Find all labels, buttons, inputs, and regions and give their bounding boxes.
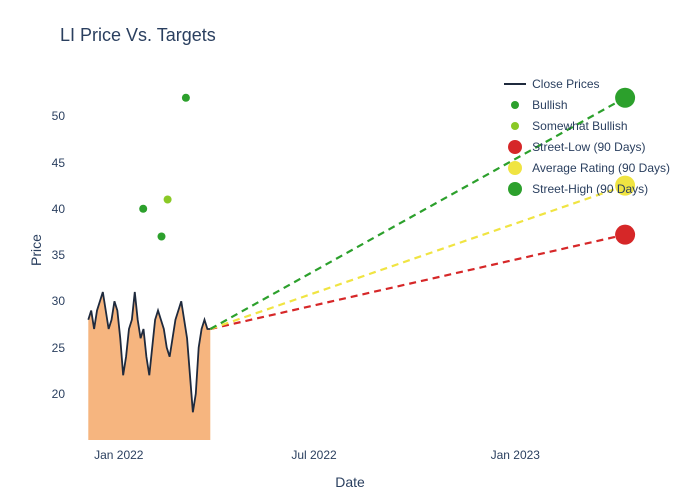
legend-item: Close Prices (504, 75, 670, 93)
chart-container: LI Price Vs. Targets Price Date 20 25 30 35… (0, 0, 700, 500)
legend: Close Prices Bullish Somewhat Bullish Stree… (504, 75, 670, 201)
x-tick: Jul 2022 (291, 448, 336, 462)
legend-item: Street-Low (90 Days) (504, 138, 670, 156)
y-tick: 50 (45, 109, 65, 123)
legend-item: Somewhat Bullish (504, 117, 670, 135)
legend-marker (511, 101, 519, 109)
projection-average (210, 186, 625, 329)
projection-dot-street_low (615, 225, 635, 245)
legend-marker (508, 161, 522, 175)
chart-title: LI Price Vs. Targets (50, 20, 680, 46)
legend-marker (508, 140, 522, 154)
x-tick: Jan 2022 (94, 448, 143, 462)
legend-marker (508, 182, 522, 196)
y-axis-label: Price (28, 234, 44, 266)
legend-label: Average Rating (90 Days) (532, 161, 670, 175)
y-tick: 45 (45, 156, 65, 170)
legend-label: Close Prices (532, 77, 599, 91)
y-tick: 35 (45, 248, 65, 262)
legend-marker (511, 122, 519, 130)
legend-label: Street-High (90 Days) (532, 182, 648, 196)
projection-street_low (210, 235, 625, 329)
bullish-dot (139, 205, 147, 213)
bullish-dot (158, 233, 166, 241)
legend-item: Street-High (90 Days) (504, 180, 670, 198)
x-axis-label: Date (335, 474, 365, 490)
x-tick: Jan 2023 (491, 448, 540, 462)
y-tick: 30 (45, 294, 65, 308)
y-tick: 40 (45, 202, 65, 216)
legend-label: Somewhat Bullish (532, 119, 627, 133)
y-tick: 20 (45, 387, 65, 401)
y-tick: 25 (45, 341, 65, 355)
somewhat-bullish-dot (164, 196, 172, 204)
legend-label: Bullish (532, 98, 567, 112)
legend-item: Average Rating (90 Days) (504, 159, 670, 177)
bullish-dot (182, 94, 190, 102)
legend-item: Bullish (504, 96, 670, 114)
legend-marker (504, 83, 526, 85)
legend-label: Street-Low (90 Days) (532, 140, 645, 154)
